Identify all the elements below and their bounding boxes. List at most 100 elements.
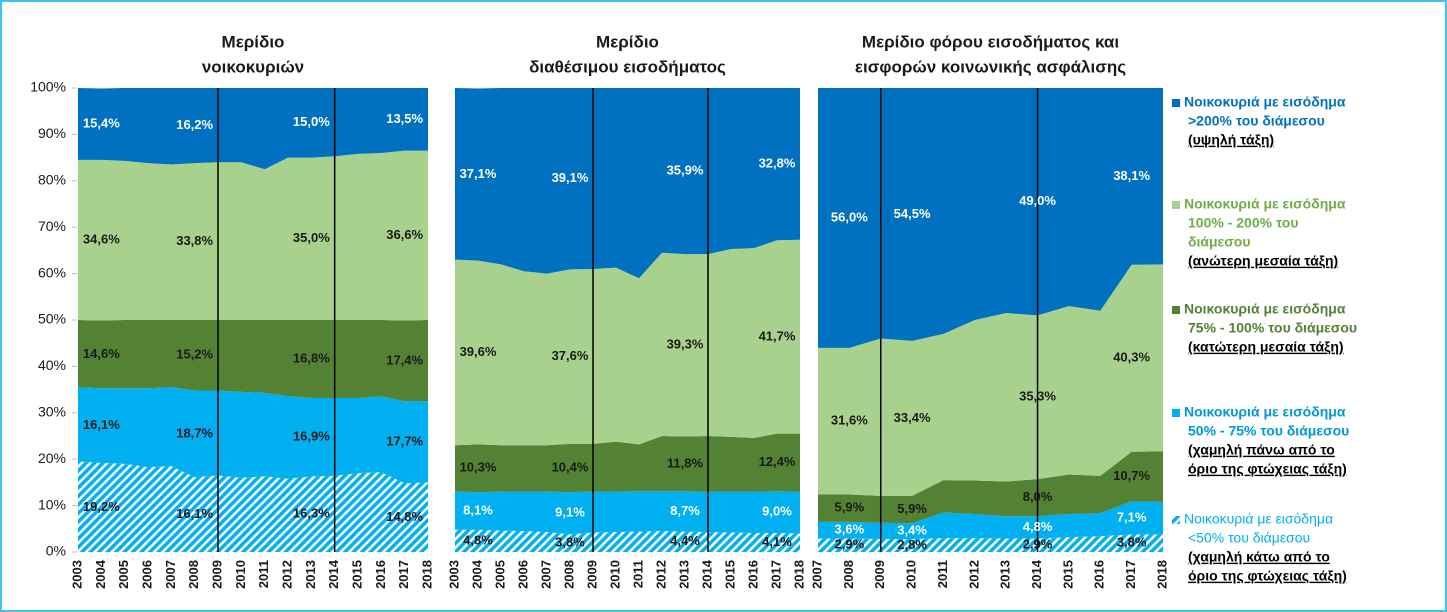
value-label: 5,9% (897, 501, 927, 516)
value-label: 10,7% (1113, 468, 1150, 483)
area (818, 534, 1163, 552)
value-label: 9,0% (762, 504, 792, 519)
value-label: 16,1% (176, 506, 213, 521)
area (455, 433, 800, 493)
x-tick-label: 2009 (584, 560, 599, 589)
value-label: 11,8% (667, 455, 704, 470)
value-label: 32,8% (759, 156, 796, 171)
y-tick-label: 70% (38, 218, 66, 234)
value-label: 16,3% (293, 506, 330, 521)
y-tick-label: 100% (30, 79, 66, 95)
x-tick-label: 2014 (326, 559, 341, 589)
x-tick-label: 2011 (630, 560, 645, 588)
panel-title: Μερίδιο (222, 32, 285, 51)
x-tick-label: 2010 (607, 560, 622, 589)
value-label: 17,7% (386, 434, 423, 449)
legend-swatch (1172, 516, 1180, 524)
x-tick-label: 2006 (515, 560, 530, 589)
x-tick-label: 2008 (186, 560, 201, 589)
value-label: 37,1% (460, 166, 497, 181)
value-label: 8,0% (1023, 489, 1053, 504)
value-label: 49,0% (1019, 193, 1056, 208)
value-label: 16,2% (176, 117, 213, 132)
panel-title: νοικοκυριών (202, 57, 304, 76)
legend-swatch (1172, 306, 1180, 314)
legend-text: <50% του διάμεσου (1188, 530, 1310, 546)
legend-note: όριο της φτώχειας τάξη) (1188, 461, 1347, 477)
value-label: 3,4% (897, 523, 927, 538)
area (818, 88, 1163, 348)
value-label: 15,4% (83, 116, 120, 131)
plot (818, 88, 1163, 552)
value-label: 12,4% (759, 454, 796, 469)
legend-note: (κατώτερη μεσαία τάξη) (1188, 339, 1344, 355)
value-label: 9,1% (555, 505, 585, 520)
x-tick-label: 2013 (303, 560, 318, 589)
area (818, 264, 1163, 496)
area (455, 239, 800, 446)
legend-note: όριο της φτώχειας τάξη) (1188, 568, 1347, 584)
value-label: 33,8% (176, 233, 213, 248)
y-tick-label: 20% (38, 450, 66, 466)
value-label: 8,7% (670, 503, 700, 518)
value-label: 37,6% (552, 348, 589, 363)
x-tick-label: 2016 (373, 560, 388, 589)
x-tick-label: 2005 (492, 560, 507, 589)
value-label: 8,1% (463, 502, 493, 517)
value-label: 35,3% (1019, 389, 1056, 404)
legend-note: (χαμηλή κάτω από το (1188, 549, 1330, 565)
value-label: 3,8% (1117, 535, 1147, 550)
x-tick-label: 2003 (446, 560, 461, 589)
x-tick-label: 2012 (653, 560, 668, 589)
legend-text: Νοικοκυριά με εισόδημα (1184, 94, 1346, 110)
legend-note: (υψηλή τάξη) (1188, 132, 1274, 148)
y-tick-label: 10% (38, 496, 66, 512)
x-tick-label: 2009 (209, 560, 224, 589)
area (818, 501, 1163, 540)
x-tick-label: 2012 (966, 560, 981, 589)
x-tick-label: 2018 (791, 560, 806, 589)
panel-title: εισφορών κοινωνικής ασφάλισης (855, 57, 1126, 76)
x-tick-label: 2017 (1123, 560, 1138, 589)
area (78, 88, 428, 170)
panel-title: Μερίδιο (596, 32, 659, 51)
legend-swatch (1172, 201, 1180, 209)
value-label: 17,4% (386, 352, 423, 367)
value-label: 35,9% (667, 162, 704, 177)
value-label: 19,2% (83, 499, 120, 514)
plot (455, 88, 800, 552)
x-tick-label: 2011 (256, 560, 271, 588)
value-label: 31,6% (831, 413, 868, 428)
legend-text: Νοικοκυριά με εισόδημα (1184, 511, 1333, 527)
x-tick-label: 2010 (233, 560, 248, 589)
value-label: 39,1% (552, 170, 589, 185)
x-tick-label: 2003 (69, 560, 84, 589)
x-tick-label: 2010 (904, 560, 919, 589)
value-label: 4,1% (762, 534, 792, 549)
x-tick-label: 2017 (396, 560, 411, 589)
y-tick-label: 0% (46, 543, 66, 559)
area (455, 529, 800, 552)
legend-swatch (1172, 409, 1180, 417)
x-tick-label: 2014 (699, 559, 714, 589)
x-tick-label: 2007 (163, 560, 178, 589)
x-tick-label: 2016 (745, 560, 760, 589)
x-tick-label: 2013 (676, 560, 691, 589)
legend-text: Νοικοκυριά με εισόδημα (1184, 404, 1346, 420)
value-label: 3,6% (835, 522, 865, 537)
x-tick-label: 2017 (768, 560, 783, 589)
value-label: 54,5% (894, 206, 931, 221)
x-tick-label: 2012 (279, 560, 294, 589)
legend-note: (ανώτερη μεσαία τάξη) (1188, 253, 1338, 269)
panel-title: διαθέσιμου εισοδήματος (529, 57, 726, 76)
x-tick-label: 2015 (1060, 560, 1075, 589)
value-label: 10,4% (552, 459, 589, 474)
x-tick-label: 2015 (349, 560, 364, 589)
y-tick-label: 60% (38, 264, 66, 280)
legend-note: (χαμηλή πάνω από το (1188, 442, 1335, 458)
x-tick-label: 2007 (809, 560, 824, 589)
value-label: 39,6% (460, 344, 497, 359)
x-tick-label: 2007 (538, 560, 553, 589)
